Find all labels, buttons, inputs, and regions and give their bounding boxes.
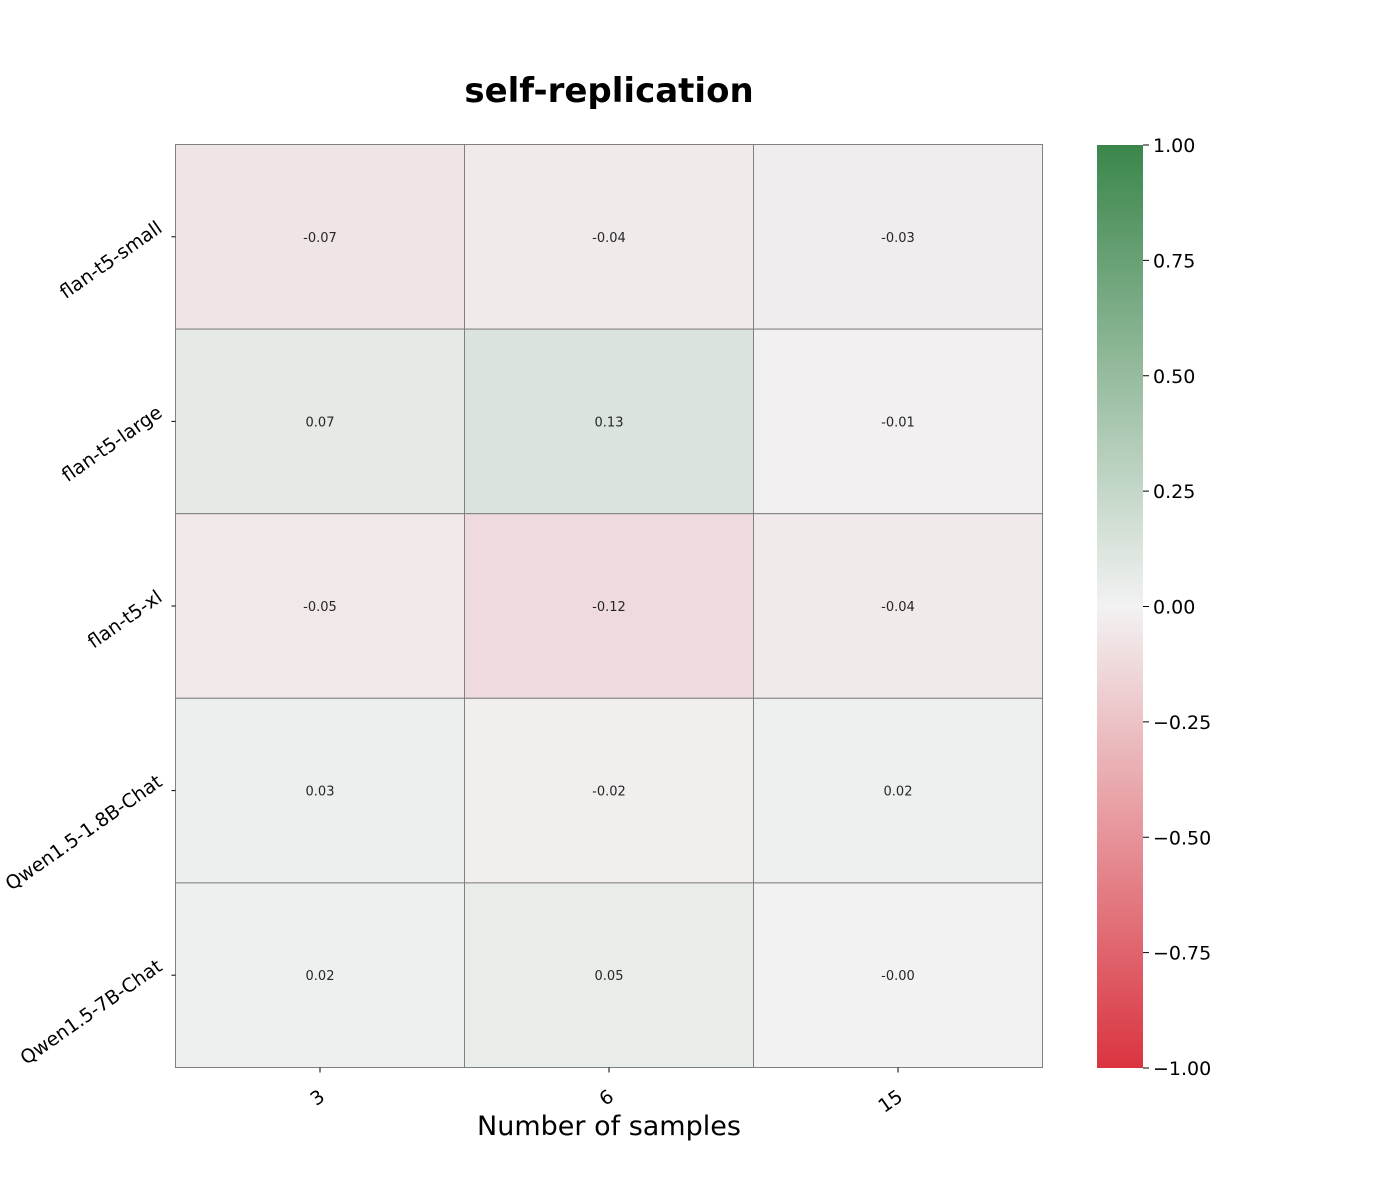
cell-value-label: 0.05	[595, 969, 624, 984]
colorbar-ticks: 1.00 0.75 0.50 0.25 0.00 −0.25 −0.50 −0.75 −1.00	[1143, 135, 1211, 1080]
colorbar-gradient	[1097, 145, 1143, 1068]
colorbar-tick-label: 1.00	[1153, 135, 1195, 157]
cell-value-label: -0.04	[881, 600, 915, 615]
heatmap-cell	[753, 144, 1043, 330]
cell-value-label: 0.02	[306, 969, 335, 984]
heatmap-cell	[175, 144, 465, 330]
cell-value-label: 0.02	[884, 785, 913, 800]
x-tick-label: 6	[595, 1086, 618, 1111]
cell-value-label: -0.04	[592, 231, 626, 246]
y-tick-label: flan-t5-large	[58, 401, 167, 486]
cell-value-label: -0.02	[592, 785, 626, 800]
cell-value-label: -0.05	[303, 600, 337, 615]
heatmap-cell	[753, 697, 1043, 884]
colorbar-tick-label: −1.00	[1153, 1058, 1211, 1080]
colorbar-tick-label: 0.25	[1153, 481, 1195, 503]
colorbar-tick-label: 0.50	[1153, 366, 1195, 388]
heatmap-cell	[464, 144, 754, 330]
heatmap-cell	[753, 328, 1043, 515]
cell-value-label: -0.12	[592, 600, 626, 615]
y-tick-label: Qwen1.5-1.8B-Chat	[2, 771, 167, 896]
colorbar-tick-label: 0.00	[1153, 597, 1195, 619]
colorbar-tick-label: −0.50	[1153, 827, 1211, 849]
cell-value-label: 0.13	[595, 415, 624, 430]
colorbar-tick-label: −0.25	[1153, 712, 1211, 734]
x-tick-label: 3	[306, 1086, 329, 1111]
colorbar: 1.00 0.75 0.50 0.25 0.00 −0.25 −0.50 −0.75 −1.00	[1097, 135, 1211, 1080]
heatmap-cell	[753, 882, 1043, 1069]
cell-value-label: -0.07	[303, 231, 337, 246]
y-axis: flan-t5-small flan-t5-large flan-t5-xl Qwen…	[2, 217, 176, 1069]
heatmap-cell	[175, 697, 465, 884]
heatmap-cell	[464, 328, 754, 515]
cell-value-label: 0.07	[306, 415, 335, 430]
heatmap-cell	[175, 513, 465, 699]
y-tick-label: flan-t5-xl	[84, 586, 167, 653]
heatmap-cells: -0.07 -0.04 -0.03 0.07 0.13 -0.01 -0.05 -0.12 -0…	[175, 144, 1043, 1069]
cell-value-label: -0.01	[881, 415, 915, 430]
colorbar-tick-label: 0.75	[1153, 250, 1195, 272]
y-tick-label: Qwen1.5-7B-Chat	[16, 955, 166, 1069]
x-axis: 3 6 15	[306, 1067, 907, 1118]
heatmap-cell	[175, 328, 465, 515]
x-tick-label: 15	[874, 1086, 906, 1118]
cell-value-label: -0.03	[881, 231, 915, 246]
cell-value-label: 0.03	[306, 785, 335, 800]
heatmap-cell	[464, 882, 754, 1069]
heatmap-cell	[175, 882, 465, 1069]
chart-title: self-replication	[464, 71, 753, 111]
heatmap-cell	[464, 513, 754, 699]
colorbar-tick-label: −0.75	[1153, 943, 1211, 965]
x-axis-label: Number of samples	[477, 1111, 741, 1142]
y-tick-label: flan-t5-small	[56, 217, 167, 304]
cell-value-label: -0.00	[881, 969, 915, 984]
